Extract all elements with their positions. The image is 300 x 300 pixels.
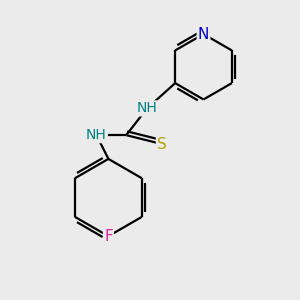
Text: NH: NH bbox=[137, 101, 158, 116]
Text: NH: NH bbox=[86, 128, 107, 142]
Text: F: F bbox=[104, 229, 113, 244]
Text: S: S bbox=[157, 136, 167, 152]
Text: N: N bbox=[198, 27, 209, 42]
